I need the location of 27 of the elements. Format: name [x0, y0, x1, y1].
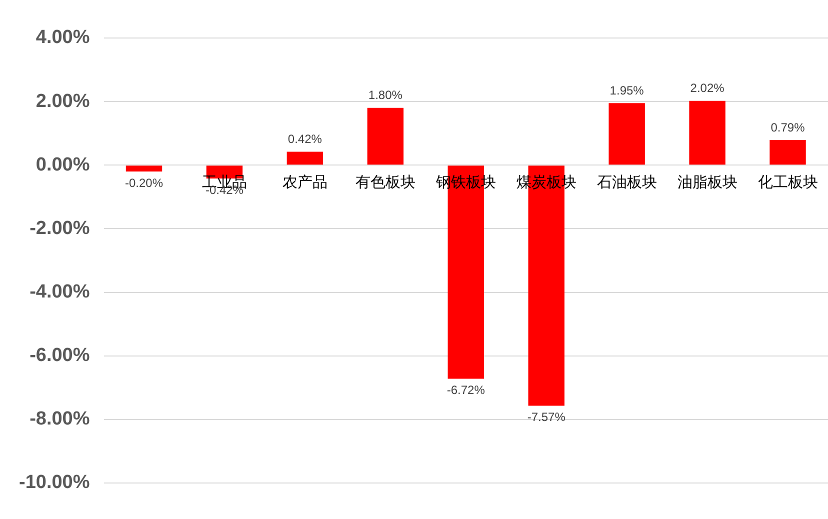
x-tick-label: 农产品: [282, 173, 328, 192]
bar: [770, 140, 806, 165]
bar: [367, 108, 404, 165]
bar: [608, 103, 645, 165]
bar: [126, 166, 162, 172]
data-label: 0.42%: [288, 132, 322, 146]
data-label: -0.20%: [124, 176, 164, 190]
y-tick-label: -6.00%: [30, 345, 90, 366]
y-tick-label: -10.00%: [18, 472, 90, 494]
y-tick-label: -8.00%: [30, 408, 90, 430]
x-tick-label: 有色板块: [355, 173, 416, 192]
data-label: -7.57%: [527, 410, 566, 424]
x-tick-label: 油脂板块: [677, 173, 738, 192]
y-tick-label: -4.00%: [30, 282, 90, 303]
y-tick-label: -2.00%: [30, 218, 90, 239]
x-tick-label: 石油板块: [596, 173, 657, 192]
data-label: 1.95%: [610, 83, 644, 98]
data-label: 2.02%: [690, 81, 725, 96]
bar: [286, 152, 324, 165]
data-label: 0.79%: [770, 120, 806, 134]
y-tick-label: 0.00%: [36, 154, 90, 176]
y-tick-label: 4.00%: [36, 27, 90, 48]
bar: [689, 100, 726, 165]
y-tick-label: 2.00%: [36, 90, 90, 112]
data-label: -6.72%: [446, 383, 486, 398]
x-tick-label: 化工板块: [758, 173, 818, 192]
data-label: 1.80%: [368, 88, 403, 102]
